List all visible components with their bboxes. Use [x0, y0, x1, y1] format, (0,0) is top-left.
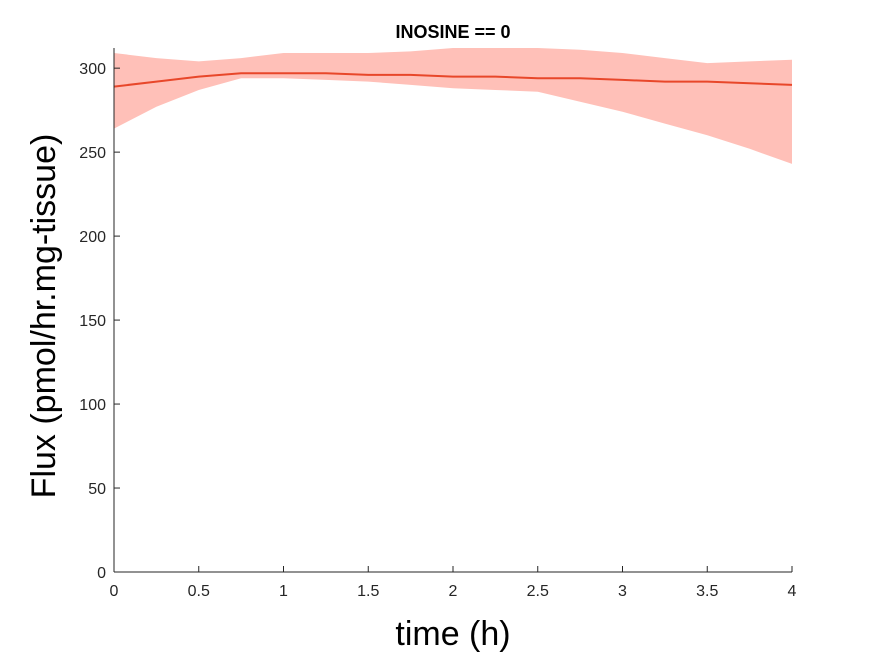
chart-title: INOSINE == 0: [395, 22, 510, 42]
x-tick-label: 3: [618, 583, 627, 600]
x-axis-label: time (h): [395, 615, 510, 653]
confidence-band: [114, 48, 792, 164]
y-axis-label: Flux (pmol/hr.mg-tissue): [25, 134, 63, 499]
x-tick-label: 2.5: [527, 583, 549, 600]
y-tick-label: 0: [97, 565, 106, 582]
y-tick-label: 150: [79, 313, 106, 330]
x-tick-label: 1: [279, 583, 288, 600]
x-tick-label: 4: [788, 583, 797, 600]
y-tick-label: 100: [79, 397, 106, 414]
series-line: [113, 72, 793, 88]
x-tick-label: 3.5: [696, 583, 718, 600]
x-tick-label: 2: [449, 583, 458, 600]
y-tick-label: 50: [88, 481, 106, 498]
x-tick-label: 1.5: [357, 583, 379, 600]
y-tick-label: 300: [79, 61, 106, 78]
y-tick-label: 250: [79, 145, 106, 162]
x-tick-label: 0: [110, 583, 119, 600]
x-tick-label: 0.5: [188, 583, 210, 600]
y-tick-label: 200: [79, 229, 106, 246]
